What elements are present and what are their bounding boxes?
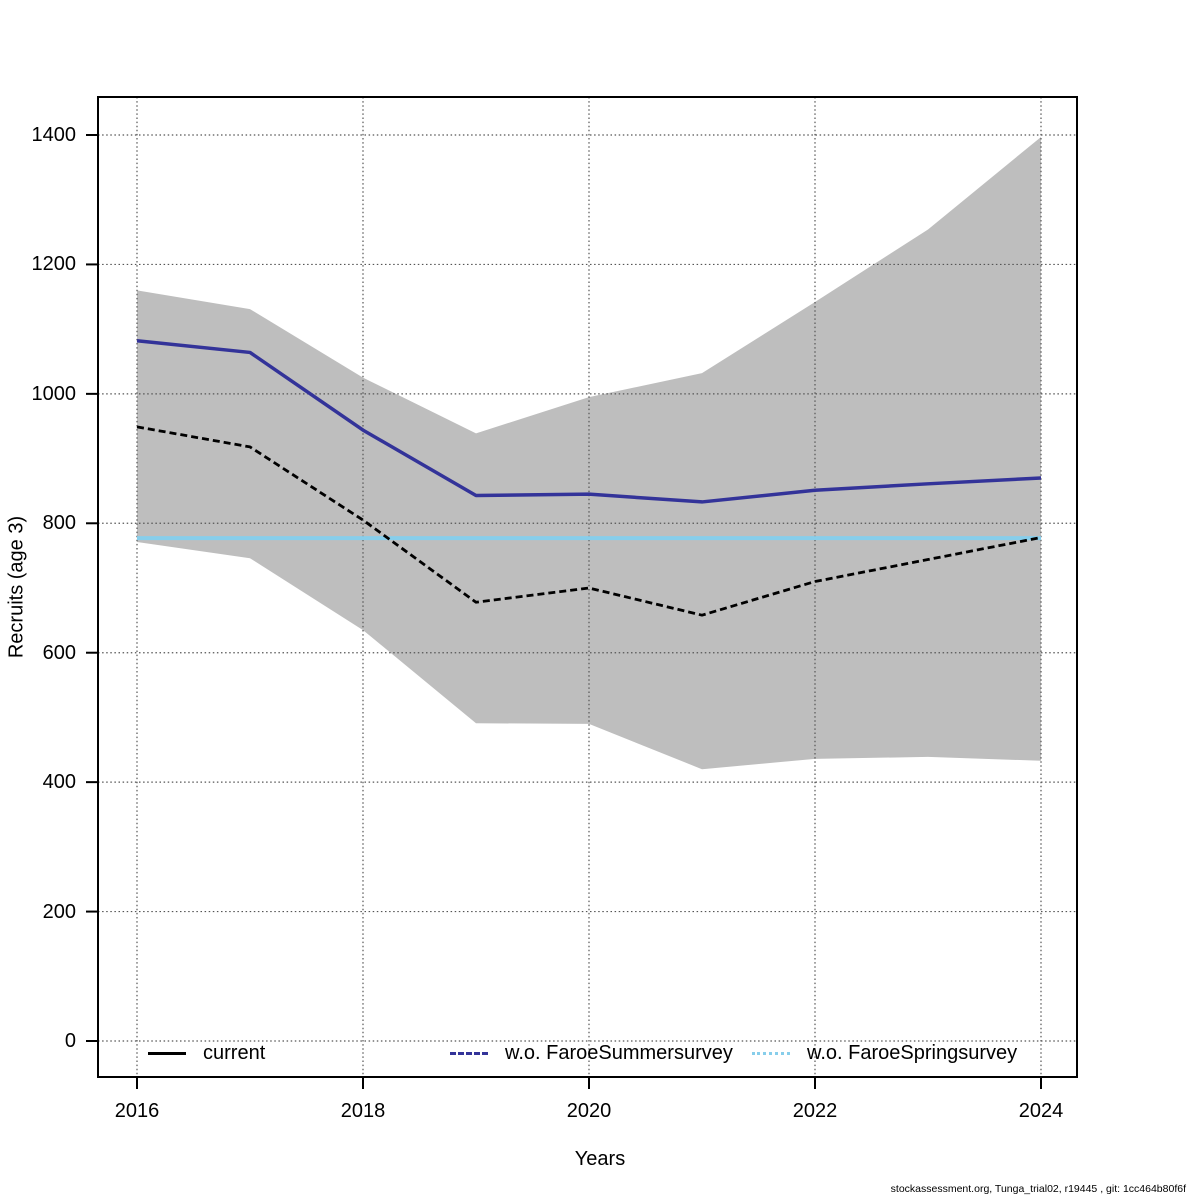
line-current bbox=[136, 425, 1042, 617]
y-tick-label: 1200 bbox=[31, 253, 77, 276]
x-tick-label: 2016 bbox=[114, 1100, 160, 1122]
legend-item-springsurvey: w.o. FaroeSpringsurvey bbox=[752, 1041, 1017, 1065]
legend-item-summersurvey: w.o. FaroeSummersurvey bbox=[450, 1041, 733, 1065]
y-tick-label: 1400 bbox=[31, 124, 77, 146]
x-tick-label: 2020 bbox=[566, 1100, 612, 1122]
line-summersurvey bbox=[136, 339, 1042, 504]
y-tick-label: 400 bbox=[42, 771, 76, 794]
x-axis-title: Years bbox=[574, 1148, 626, 1170]
legend-label-summersurvey: w.o. FaroeSummersurvey bbox=[505, 1041, 733, 1064]
y-tick-label: 1000 bbox=[31, 382, 77, 405]
y-tick-label: 0 bbox=[64, 1030, 76, 1052]
legend-line-sample-springsurvey bbox=[752, 1051, 790, 1055]
x-tick-label: 2018 bbox=[340, 1100, 386, 1122]
y-tick-label: 800 bbox=[42, 512, 76, 535]
footer-source-text: stockassessment.org, Tunga_trial02, r194… bbox=[890, 1183, 1186, 1195]
x-tick-label: 2024 bbox=[1018, 1100, 1064, 1122]
confidence-band bbox=[137, 136, 1041, 770]
x-tick-label: 2022 bbox=[792, 1100, 838, 1122]
legend-item-current: current bbox=[148, 1041, 265, 1065]
legend-line-sample-summersurvey bbox=[450, 1051, 488, 1055]
y-axis-title: Recruits (age 3) bbox=[5, 515, 28, 659]
y-tick-label: 200 bbox=[42, 900, 76, 923]
plot-border bbox=[97, 96, 1078, 1078]
legend-label-springsurvey: w.o. FaroeSpringsurvey bbox=[807, 1041, 1018, 1064]
y-tick-label: 600 bbox=[42, 641, 76, 664]
legend-label-current: current bbox=[203, 1041, 266, 1064]
legend-line-sample-current bbox=[148, 1051, 186, 1055]
